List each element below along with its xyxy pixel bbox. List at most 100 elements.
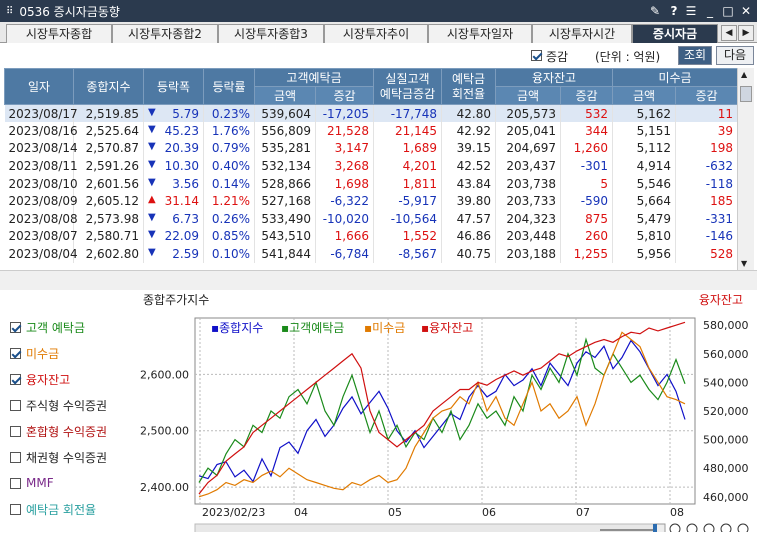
legend-checkbox[interactable]: [10, 425, 21, 437]
legend-checkbox[interactable]: [10, 399, 21, 411]
query-button[interactable]: 조회: [678, 46, 712, 65]
table-cell: 875: [560, 210, 614, 228]
change-cell: ▼ 22.09: [143, 227, 204, 246]
down-triangle-icon: ▼: [148, 159, 156, 171]
table-row[interactable]: 2023/08/07 2,580.71 ▼ 22.09 0.85% 543,510 1,66…: [4, 227, 737, 246]
table-row[interactable]: 2023/08/09 2,605.12 ▲ 31.14 1.21% 527,168 -6,3…: [4, 192, 737, 211]
table-cell: 3,268: [315, 157, 375, 175]
table-cell: 2,602.80: [73, 245, 144, 263]
col-credit-amount[interactable]: 금액: [495, 86, 562, 105]
table-cell: 40.75: [441, 245, 497, 263]
close-icon[interactable]: ✕: [740, 4, 752, 18]
table-row[interactable]: 2023/08/14 2,570.87 ▼ 20.39 0.79% 535,281 3,14…: [4, 139, 737, 158]
table-cell: 2,573.98: [73, 210, 144, 228]
col-change[interactable]: 등락폭: [143, 68, 204, 105]
table-cell: 533,490: [254, 210, 316, 228]
x-tick-label: 06: [482, 506, 496, 519]
tab-scroll-right-icon[interactable]: ▶: [738, 25, 754, 41]
help-icon[interactable]: ?: [670, 4, 678, 18]
table-row[interactable]: 2023/08/17 2,519.85 ▼ 5.79 0.23% 539,604 -17,2…: [4, 104, 737, 123]
next-button[interactable]: 다음: [716, 46, 754, 65]
table-cell: 4,914: [612, 157, 677, 175]
col-deposit-diff[interactable]: 증감: [314, 86, 375, 105]
table-cell: 543,510: [254, 227, 316, 246]
legend-item[interactable]: 혼합형 수익증권: [10, 418, 140, 444]
col-turnover[interactable]: 예탁금 회전율: [441, 68, 497, 105]
table-cell: 1,255: [560, 245, 614, 263]
legend-item[interactable]: 미수금: [10, 340, 140, 366]
table-row[interactable]: 2023/08/04 2,602.80 ▼ 2.59 0.10% 541,844 -6,78…: [4, 245, 737, 263]
tab-market-summary[interactable]: 시장투자종합: [6, 24, 112, 43]
legend-item[interactable]: 융자잔고: [10, 366, 140, 392]
scroll-thumb[interactable]: [740, 86, 752, 102]
col-credit[interactable]: 융자잔고: [495, 68, 614, 87]
grip-icon[interactable]: ⠿: [6, 5, 14, 17]
table-cell: 39.80: [441, 192, 497, 211]
table-cell: 2023/08/11: [4, 157, 78, 175]
table-scrollbar[interactable]: ▲ ▼: [737, 68, 754, 270]
table-cell: 1.21%: [203, 192, 255, 211]
legend-checkbox[interactable]: [10, 503, 21, 515]
table-row[interactable]: 2023/08/10 2,601.56 ▼ 3.56 0.14% 528,866 1,698…: [4, 174, 737, 193]
maximize-icon[interactable]: □: [722, 4, 734, 18]
tab-market-summary2[interactable]: 시장투자종합2: [112, 24, 218, 43]
table-cell: 203,188: [495, 245, 562, 263]
legend-item[interactable]: MMF: [10, 470, 140, 496]
col-date[interactable]: 일자: [4, 68, 74, 105]
pin-icon[interactable]: ✎: [649, 4, 661, 18]
col-unpaid-diff[interactable]: 증감: [675, 86, 737, 105]
options-bar: 증감 (단위 : 억원) 조회 다음: [0, 43, 757, 68]
table-cell: -10,020: [315, 210, 375, 228]
table-cell: 21,145: [373, 122, 443, 140]
tab-market-trend[interactable]: 시장투자추이: [324, 24, 428, 43]
scroll-down-icon[interactable]: ▼: [741, 259, 748, 268]
scroll-up-icon[interactable]: ▲: [741, 70, 748, 79]
legend-item[interactable]: 주식형 수익증권: [10, 392, 140, 418]
legend-checkbox[interactable]: [10, 373, 21, 385]
legend-checkbox[interactable]: [10, 347, 21, 359]
tab-market-funds[interactable]: 증시자금: [632, 24, 718, 43]
col-rate[interactable]: 등락률: [203, 68, 255, 105]
down-triangle-icon: ▼: [148, 229, 156, 241]
table-cell: 42.52: [441, 157, 497, 175]
table-cell: 528: [675, 245, 737, 263]
table-cell: 5,546: [612, 174, 677, 193]
tab-market-time[interactable]: 시장투자시간: [532, 24, 632, 43]
col-deposit-amount[interactable]: 금액: [254, 86, 316, 105]
col-unpaid-amount[interactable]: 금액: [612, 86, 677, 105]
legend-checkbox[interactable]: [10, 477, 21, 489]
table-row[interactable]: 2023/08/08 2,573.98 ▼ 6.73 0.26% 533,490 -10,0…: [4, 210, 737, 228]
tab-market-summary3[interactable]: 시장투자종합3: [218, 24, 324, 43]
table-cell: 2023/08/17: [4, 104, 78, 123]
table-cell: 205,041: [495, 122, 562, 140]
legend-item[interactable]: 예탁금 회전율: [10, 496, 140, 522]
table-cell: 2023/08/04: [4, 245, 78, 263]
table-cell: 2,605.12: [73, 192, 144, 211]
splitter[interactable]: [0, 270, 757, 290]
down-triangle-icon: ▼: [148, 176, 156, 188]
table-cell: 5,162: [612, 104, 677, 123]
legend-checkbox[interactable]: [10, 321, 21, 333]
col-credit-diff[interactable]: 증감: [560, 86, 614, 105]
change-checkbox[interactable]: [531, 50, 542, 61]
change-cell: ▼ 6.73: [143, 210, 204, 228]
table-row[interactable]: 2023/08/11 2,591.26 ▼ 10.30 0.40% 532,134 3,26…: [4, 157, 737, 175]
minimize-icon[interactable]: _: [707, 4, 713, 18]
legend-item[interactable]: 고객 예탁금: [10, 314, 140, 340]
table-row[interactable]: 2023/08/16 2,525.64 ▼ 45.23 1.76% 556,809 21,5…: [4, 122, 737, 140]
col-unpaid[interactable]: 미수금: [612, 68, 737, 87]
menu-icon[interactable]: ☰: [685, 4, 697, 18]
legend-item[interactable]: 채권형 수익증권: [10, 444, 140, 470]
table-cell: 527,168: [254, 192, 316, 211]
col-real-deposit[interactable]: 실질고객 예탁금증감: [373, 68, 443, 105]
legend-checkbox[interactable]: [10, 451, 21, 463]
table-cell: -6,322: [315, 192, 375, 211]
col-index[interactable]: 종합지수: [73, 68, 144, 105]
table-cell: 5: [560, 174, 614, 193]
col-deposit[interactable]: 고객예탁금: [253, 68, 375, 87]
right-tick-label: 480,000: [703, 462, 749, 475]
tab-market-date[interactable]: 시장투자일자: [428, 24, 532, 43]
tab-scroll-left-icon[interactable]: ◀: [721, 25, 737, 41]
table-cell: 2,519.85: [73, 104, 144, 123]
zoom-reset-icon: [720, 523, 732, 535]
